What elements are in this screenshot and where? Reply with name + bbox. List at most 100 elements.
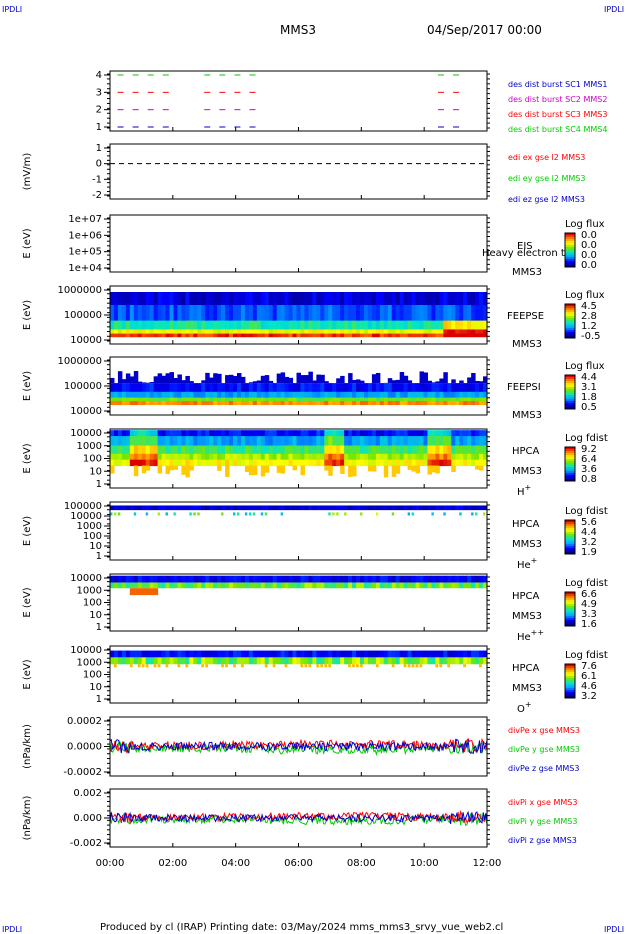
feepsi-cell bbox=[439, 383, 444, 393]
hpca-he-cell bbox=[320, 505, 325, 511]
hpca-h-cell bbox=[379, 436, 385, 447]
feepse-cell bbox=[328, 305, 333, 322]
hpca-h-cell bbox=[475, 465, 480, 470]
hpca-hepp-cell bbox=[288, 575, 294, 583]
hpca-he-cell bbox=[411, 505, 417, 511]
hpca_he-cb-tick: 5.6 bbox=[581, 517, 597, 528]
hpca-o-cell bbox=[443, 650, 448, 658]
feepsi-cell bbox=[463, 397, 468, 402]
eis-cb-tick: 0.0 bbox=[581, 260, 597, 271]
feepse-cell bbox=[268, 329, 274, 335]
feepsi-cell bbox=[316, 391, 321, 399]
feepsi-cell bbox=[360, 397, 365, 402]
feepse-cell bbox=[157, 292, 163, 306]
hpca-o-cell bbox=[197, 657, 202, 665]
feepsi-cell bbox=[367, 397, 373, 402]
hpca_hepp-cb-cell bbox=[565, 600, 575, 603]
feepsi-cell bbox=[427, 401, 432, 406]
hpca_he-cb-cell bbox=[565, 546, 575, 549]
hpca-o-cell bbox=[256, 650, 262, 658]
feepse-cell bbox=[356, 329, 361, 335]
feepsi-cell bbox=[391, 380, 397, 384]
hpca-o-cell bbox=[129, 664, 133, 668]
divpe-legend: divPe y gse MMS3 bbox=[508, 745, 580, 754]
hpca-h-cell bbox=[467, 453, 472, 461]
hpca-h-cell bbox=[467, 430, 472, 437]
feepsi-cell bbox=[411, 391, 417, 399]
hpca-hepp-cell bbox=[209, 582, 214, 589]
hpca-o-cell bbox=[236, 657, 242, 665]
feepse-cell bbox=[221, 320, 226, 330]
hpca-h-cell bbox=[344, 430, 349, 437]
hpca-h-cell bbox=[356, 445, 361, 455]
hpca-h-cell bbox=[455, 453, 460, 461]
hpca-he-cell bbox=[475, 505, 480, 511]
hpca-o-cell bbox=[173, 650, 178, 658]
hpca-hepp-cell bbox=[284, 582, 290, 589]
hpca-h-cell bbox=[312, 436, 317, 447]
feepsi-cb-tick: 1.8 bbox=[581, 392, 597, 403]
hpca-h-cell bbox=[356, 459, 361, 467]
hpca-he-cell bbox=[110, 505, 115, 511]
feepse-cell bbox=[117, 329, 123, 335]
hpca-h-cell bbox=[415, 459, 421, 467]
feepse-cell bbox=[125, 329, 131, 335]
hpca-h-cell bbox=[443, 436, 448, 447]
hpca-he-cell bbox=[483, 505, 488, 511]
hpca-o-cell bbox=[479, 657, 484, 665]
hpca-h-cell bbox=[419, 430, 425, 437]
hpca-h-cell bbox=[296, 459, 301, 467]
hpca-o-cell bbox=[435, 650, 440, 658]
hpca-h-cell bbox=[276, 445, 282, 455]
hpca-h-cell bbox=[161, 430, 167, 437]
hpca-hepp-cell bbox=[141, 588, 147, 596]
feepse-cell bbox=[161, 292, 167, 306]
hpca-o-cell bbox=[233, 657, 238, 665]
hpca-h-cell bbox=[125, 453, 131, 461]
hpca-h-cell bbox=[157, 465, 163, 474]
hpca-he-cell bbox=[395, 505, 401, 511]
feepse-cell bbox=[324, 333, 329, 338]
hpca-hepp-cell bbox=[375, 575, 381, 583]
feepse-cell bbox=[225, 329, 230, 335]
hpca-h-cell bbox=[383, 453, 389, 461]
feepsi-cell bbox=[427, 397, 432, 402]
hpca-h-cell bbox=[340, 453, 345, 461]
feepse-cell bbox=[419, 329, 425, 335]
hpca-h-cell bbox=[185, 465, 190, 478]
hpca-he-cell bbox=[189, 505, 194, 511]
feepse-cell bbox=[356, 292, 361, 306]
feepsi-cell bbox=[129, 391, 135, 399]
hpca-he-cell bbox=[260, 512, 264, 516]
hpca-o-cell bbox=[447, 650, 452, 658]
hpca-o-cell bbox=[399, 657, 405, 665]
feepse-cell bbox=[411, 333, 417, 338]
feepsi-cell bbox=[356, 391, 361, 399]
hpca-o-cell bbox=[471, 650, 476, 658]
feepse-cell bbox=[467, 320, 472, 330]
feepse-cell bbox=[225, 292, 230, 306]
feepsi-cell bbox=[340, 401, 345, 406]
feepse-cell bbox=[133, 305, 139, 322]
feepsi-cell bbox=[423, 391, 428, 399]
feepsi-cell bbox=[316, 374, 321, 384]
feepse-cell bbox=[451, 292, 456, 306]
feepsi-cell bbox=[431, 383, 436, 393]
feepsi-cell bbox=[427, 391, 432, 399]
feepse-cell bbox=[375, 320, 381, 330]
feepse-cell bbox=[459, 329, 464, 335]
hpca-h-cell bbox=[356, 453, 361, 461]
hpca-o-cell bbox=[165, 650, 171, 658]
eis-ytick-label: 1e+07 bbox=[68, 214, 102, 225]
hpca_h-cb-cell bbox=[565, 451, 575, 454]
hpca-hepp-cell bbox=[149, 588, 155, 596]
hpca-h-cell bbox=[205, 445, 210, 455]
hpca_he-ytick-label: 100000 bbox=[64, 501, 102, 512]
hpca_he-ytick-label: 10 bbox=[89, 541, 102, 552]
hpca-o-cell bbox=[439, 664, 443, 668]
hpca-o-cell bbox=[133, 650, 139, 658]
hpca-o-cell bbox=[304, 664, 308, 668]
feepse-cell bbox=[213, 305, 218, 322]
feepse-cell bbox=[292, 333, 298, 338]
hpca-o-cell bbox=[280, 657, 286, 665]
